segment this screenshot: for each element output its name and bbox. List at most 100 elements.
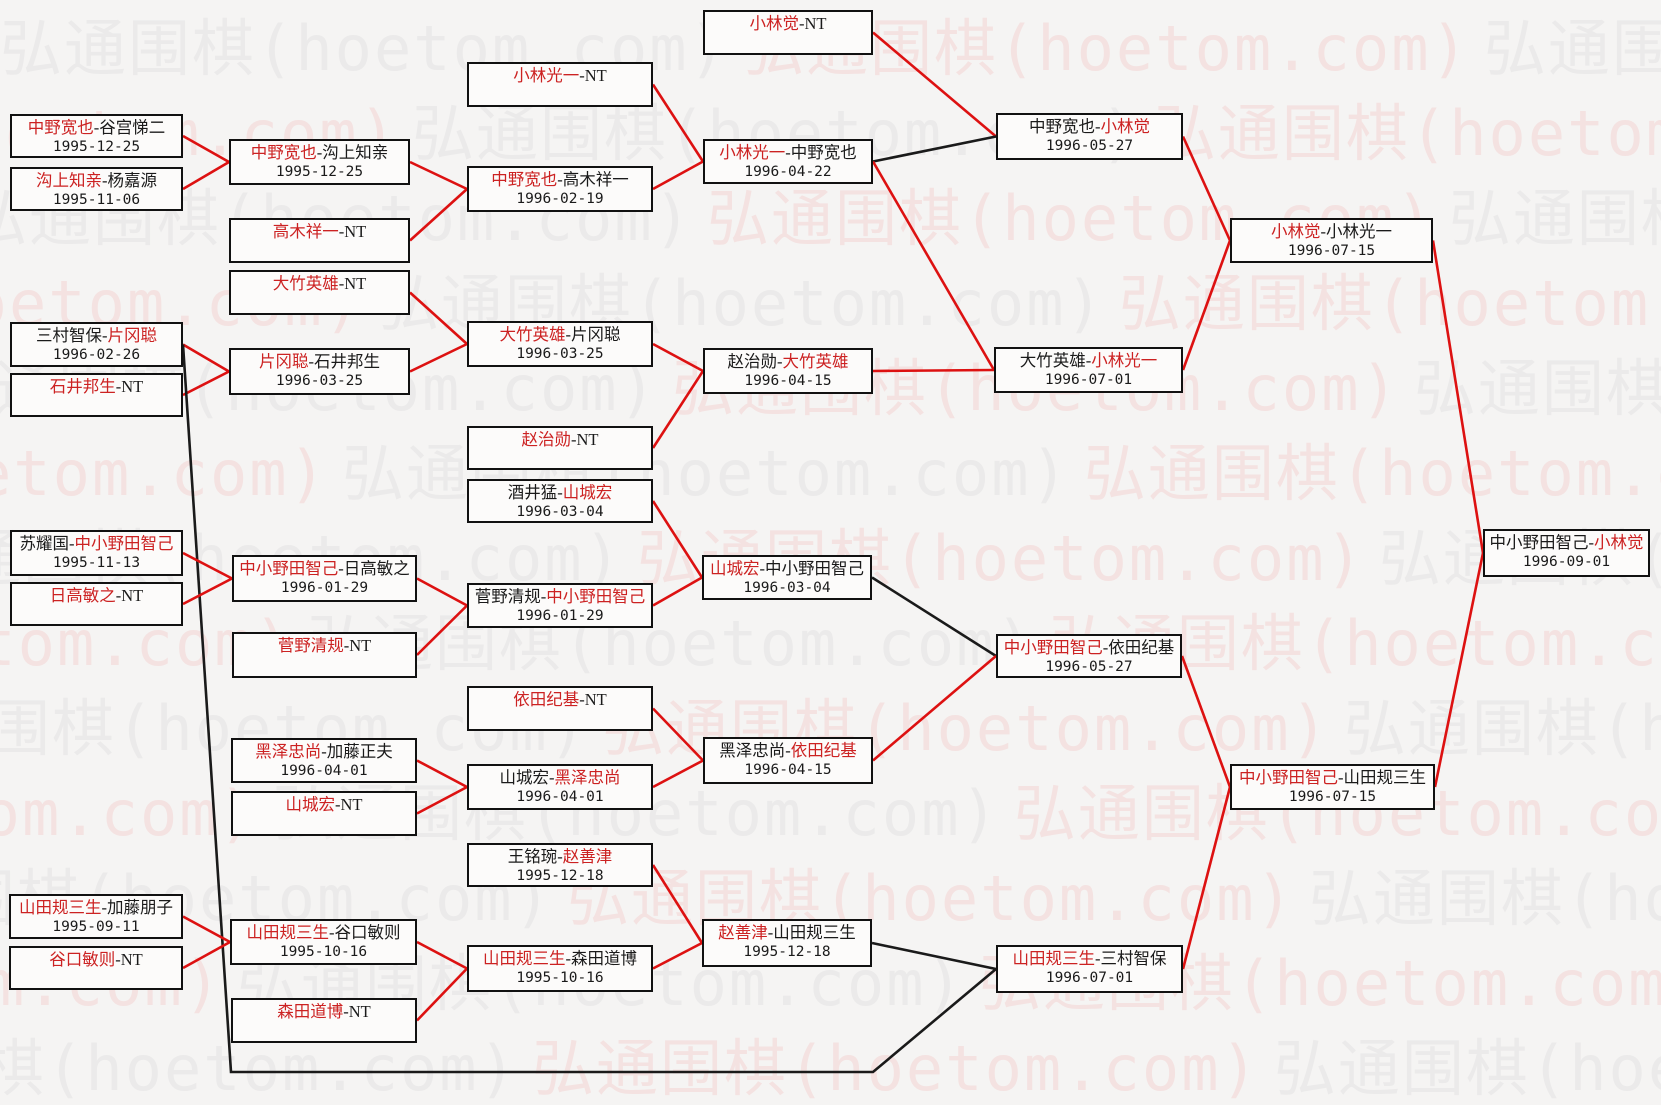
player-name: -中小野田智己 bbox=[759, 559, 865, 578]
connector-B10-C10 bbox=[416, 967, 468, 1022]
match-box-B2: 高木祥一-NT bbox=[229, 218, 410, 263]
connector-B5-C6 bbox=[416, 577, 468, 607]
winner-name: 赵善津 bbox=[718, 923, 768, 942]
match-players: 大竹英雄-片冈聪 bbox=[469, 325, 651, 345]
match-players: 山城宏-NT bbox=[233, 795, 415, 815]
match-box-A6: 日高敏之-NT bbox=[10, 582, 183, 626]
winner-name: 小林光一 bbox=[513, 66, 580, 85]
match-box-C3: 大竹英雄-片冈聪 1996-03-25 bbox=[467, 321, 653, 367]
match-players: 山田规三生-谷口敏则 bbox=[232, 923, 415, 943]
match-players: 酒井猛-山城宏 bbox=[469, 483, 651, 503]
match-box-B5: 中小野田智己-日高敏之 1996-01-29 bbox=[232, 555, 417, 602]
player-name: -NT bbox=[115, 377, 144, 396]
winner-name: 片冈聪 bbox=[107, 326, 158, 345]
player-name: -NT bbox=[115, 950, 143, 969]
match-box-A5: 苏耀国-中小野田智己 1995-11-13 bbox=[10, 530, 183, 576]
player-name: -依田纪基 bbox=[1102, 638, 1175, 657]
player-name: -加藤朋子 bbox=[101, 898, 174, 917]
winner-name: 中小野田智己 bbox=[1239, 768, 1338, 787]
winner-name: 小林觉 bbox=[749, 14, 800, 33]
winner-name: 小林觉 bbox=[1100, 117, 1151, 136]
winner-name: 中野宽也 bbox=[27, 118, 94, 137]
connector-B4-C3 bbox=[409, 342, 468, 373]
winner-name: 小林光一 bbox=[719, 143, 786, 162]
player-name: -山田规三生 bbox=[767, 923, 856, 942]
player-name: -高木祥一 bbox=[557, 170, 629, 189]
match-box-E2: 大竹英雄-小林光一 1996-07-01 bbox=[994, 347, 1183, 393]
connector-D2-E1 bbox=[872, 135, 997, 163]
match-box-B1: 中野宽也-沟上知亲 1995-12-25 bbox=[229, 139, 410, 185]
match-players: 黑泽忠尚-依田纪基 bbox=[705, 741, 871, 761]
match-players: 森田道博-NT bbox=[233, 1002, 415, 1022]
match-box-C1: 小林光一-NT bbox=[467, 62, 653, 107]
winner-name: 谷口敏则 bbox=[49, 950, 116, 969]
match-box-D4: 山城宏-中小野田智己 1996-03-04 bbox=[702, 555, 872, 600]
match-box-C6: 菅野清规-中小野田智己 1996-01-29 bbox=[467, 583, 653, 628]
match-box-C2: 中野宽也-高木祥一 1996-02-19 bbox=[467, 166, 653, 212]
match-players: 谷口敏则-NT bbox=[11, 950, 181, 970]
player-name: 苏耀国- bbox=[19, 534, 75, 553]
match-date: 1996-04-22 bbox=[744, 164, 832, 180]
match-players: 小林觉-NT bbox=[705, 14, 871, 34]
player-name: -谷口敏则 bbox=[329, 923, 401, 942]
connector-A7-B9 bbox=[182, 915, 231, 944]
player-name: -山田规三生 bbox=[1338, 768, 1426, 787]
match-date: 1996-04-01 bbox=[280, 763, 368, 779]
connector-C9-D6 bbox=[651, 864, 704, 944]
connector-C5-D4 bbox=[651, 500, 704, 579]
match-box-A4: 石井邦生-NT bbox=[10, 373, 183, 417]
winner-name: 石井邦生 bbox=[49, 377, 116, 396]
player-name: -小林光一 bbox=[1320, 222, 1393, 241]
match-box-D3: 赵治勋-大竹英雄 1996-04-15 bbox=[703, 348, 873, 394]
match-date: 1995-12-25 bbox=[52, 139, 141, 155]
match-players: 中野宽也-谷宫悌二 bbox=[12, 118, 181, 138]
match-players: 黑泽忠尚-加藤正夫 bbox=[233, 742, 415, 762]
winner-name: 日高敏之 bbox=[49, 586, 116, 605]
winner-name: 森田道博 bbox=[277, 1002, 344, 1021]
winner-name: 小林觉 bbox=[1594, 533, 1644, 552]
match-date: 1995-10-16 bbox=[516, 970, 604, 986]
match-players: 中小野田智己-山田规三生 bbox=[1232, 768, 1433, 788]
match-date: 1996-09-01 bbox=[1522, 554, 1611, 570]
match-date: 1996-01-29 bbox=[516, 608, 604, 624]
match-players: 依田纪基-NT bbox=[469, 690, 651, 710]
player-name: 中小野田智己- bbox=[1489, 533, 1595, 552]
match-box-D5: 黑泽忠尚-依田纪基 1996-04-15 bbox=[703, 737, 873, 784]
connector-D4-E3 bbox=[871, 576, 997, 658]
winner-name: 山城宏 bbox=[562, 483, 613, 502]
match-date: 1996-03-25 bbox=[275, 373, 364, 389]
player-name: 王铭琬- bbox=[507, 847, 563, 866]
match-box-A7: 山田规三生-加藤朋子 1995-09-11 bbox=[9, 894, 183, 939]
winner-name: 黑泽忠尚 bbox=[255, 742, 322, 761]
match-box-A3: 三村智保-片冈聪 1996-02-26 bbox=[10, 322, 183, 367]
player-name: -NT bbox=[338, 274, 367, 293]
player-name: -谷宫悌二 bbox=[93, 118, 166, 137]
player-name: -加藤正夫 bbox=[321, 742, 393, 761]
match-date: 1995-12-18 bbox=[743, 944, 831, 960]
match-box-F1: 小林觉-小林光一 1996-07-15 bbox=[1230, 218, 1433, 263]
winner-name: 赵善津 bbox=[562, 847, 613, 866]
match-players: 石井邦生-NT bbox=[12, 377, 181, 397]
match-players: 中小野田智己-日高敏之 bbox=[234, 559, 415, 579]
match-box-B7: 黑泽忠尚-加藤正夫 1996-04-01 bbox=[231, 738, 417, 783]
match-date: 1996-07-01 bbox=[1044, 372, 1133, 388]
match-players: 中野宽也-小林觉 bbox=[998, 117, 1181, 137]
connector-D2-E2 bbox=[871, 160, 996, 371]
match-date: 1996-04-01 bbox=[516, 789, 604, 805]
player-name: -NT bbox=[115, 586, 144, 605]
player-name: 大竹英雄- bbox=[1019, 351, 1092, 370]
connector-D3-E2 bbox=[872, 368, 995, 373]
connector-B8-C8 bbox=[416, 785, 468, 815]
player-name: -三村智保 bbox=[1095, 949, 1167, 968]
match-players: 小林光一-中野宽也 bbox=[705, 143, 871, 163]
match-players: 山城宏-黑泽忠尚 bbox=[469, 768, 651, 788]
connector-B3-C3 bbox=[409, 291, 468, 345]
connector-C6-D4 bbox=[652, 576, 703, 607]
connector-E2-F1 bbox=[1181, 240, 1232, 371]
connector-C1-D2 bbox=[651, 83, 705, 163]
connector-E4-F2 bbox=[1181, 786, 1232, 970]
player-name: -NT bbox=[579, 66, 607, 85]
connector-D6-E4 bbox=[871, 941, 997, 971]
